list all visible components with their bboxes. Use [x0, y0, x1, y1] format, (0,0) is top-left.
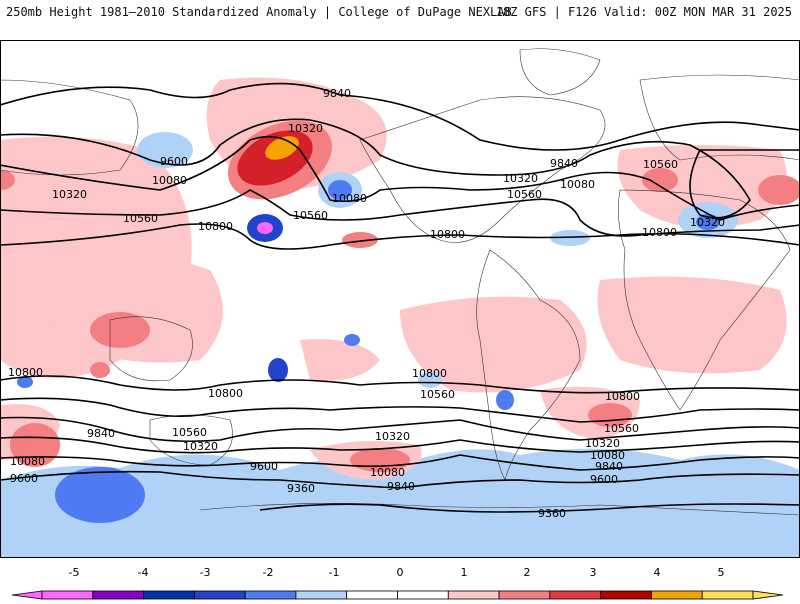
contour-label: 10320 [585, 437, 620, 450]
contour-label: 10800 [8, 366, 43, 379]
colorbar-tick: 1 [461, 566, 468, 579]
contour-label: 10080 [152, 174, 187, 187]
contour-label: 9840 [87, 427, 115, 440]
anomaly-map: 9840 10320 9600 10080 10320 10560 10800 … [0, 40, 800, 558]
colorbar-swatch [92, 590, 144, 600]
colorbar-tick: -5 [69, 566, 80, 579]
colorbar-swatch [143, 590, 195, 600]
contour-label: 9840 [550, 157, 578, 170]
colorbar-ticks: -5 -4 -3 -2 -1 0 1 2 3 4 5 [69, 566, 725, 579]
contour-label: 10080 [560, 178, 595, 191]
contour-label: 10080 [10, 455, 45, 468]
contour-label: 10800 [605, 390, 640, 403]
coastlines [0, 48, 800, 516]
colorbar-tick: 0 [397, 566, 404, 579]
colorbar-swatch [244, 590, 297, 600]
contour-label: 10320 [52, 188, 87, 201]
contour-label: 9600 [10, 472, 38, 485]
contour-label: 9840 [387, 480, 415, 493]
colorbar-tick: -3 [200, 566, 211, 579]
contour-label: 9600 [160, 155, 188, 168]
contour-label: 9600 [590, 473, 618, 486]
colorbar-swatch [193, 590, 246, 600]
contour-label: 10320 [690, 216, 725, 229]
contour-label: 10800 [642, 226, 677, 239]
map-title: 250mb Height 1981–2010 Standardized Anom… [6, 5, 512, 19]
colorbar-swatch [498, 590, 551, 600]
positive-anomaly-medium [0, 168, 800, 472]
contour-label: 10560 [172, 426, 207, 439]
colorbar-swatch [447, 590, 500, 600]
contour-label: 10080 [332, 192, 367, 205]
colorbar-tick: 4 [654, 566, 661, 579]
contour-label: 10800 [208, 387, 243, 400]
colorbar-swatch [295, 590, 348, 600]
contour-label: 10560 [123, 212, 158, 225]
colorbar-swatch [600, 590, 652, 600]
contour-label: 10800 [412, 367, 447, 380]
colorbar: -5 -4 -3 -2 -1 0 1 2 3 4 5 [0, 565, 800, 600]
colorbar-swatches [11, 590, 784, 600]
contour-label: 10320 [183, 440, 218, 453]
colorbar-tick: -2 [263, 566, 274, 579]
contour-label: 9840 [323, 87, 351, 100]
contour-label: 10080 [590, 449, 625, 462]
colorbar-low-arrow [11, 590, 43, 600]
contour-label: 9360 [538, 507, 566, 520]
colorbar-swatch [397, 590, 449, 600]
contour-label: 10320 [375, 430, 410, 443]
negative-anomaly-spots [17, 132, 738, 410]
contour-label: 10080 [370, 466, 405, 479]
colorbar-swatch [651, 590, 703, 600]
colorbar-tick: 2 [524, 566, 531, 579]
contour-label: 10320 [288, 122, 323, 135]
run-info: 18Z GFS | F126 Valid: 00Z MON MAR 31 202… [495, 5, 792, 19]
colorbar-high-arrow [752, 590, 784, 600]
colorbar-swatch [701, 590, 754, 600]
colorbar-tick: -4 [138, 566, 149, 579]
contour-label-group: 9840 10320 9600 10080 10320 10560 10800 … [8, 87, 725, 520]
contour-label: 9600 [250, 460, 278, 473]
colorbar-swatch [346, 590, 398, 600]
colorbar-tick: 5 [718, 566, 725, 579]
contour-label: 10560 [507, 188, 542, 201]
height-contours [0, 82, 800, 513]
contour-label: 10560 [604, 422, 639, 435]
colorbar-swatch [41, 590, 94, 600]
colorbar-tick: 3 [590, 566, 597, 579]
contour-label: 10560 [293, 209, 328, 222]
contour-label: 10800 [430, 228, 465, 241]
contour-label: 10560 [420, 388, 455, 401]
contour-label: 10320 [503, 172, 538, 185]
colorbar-tick: -1 [329, 566, 340, 579]
contour-label: 10800 [198, 220, 233, 233]
contour-label: 10560 [643, 158, 678, 171]
contour-label: 9840 [595, 460, 623, 473]
colorbar-swatch [549, 590, 602, 600]
contour-label: 9360 [287, 482, 315, 495]
